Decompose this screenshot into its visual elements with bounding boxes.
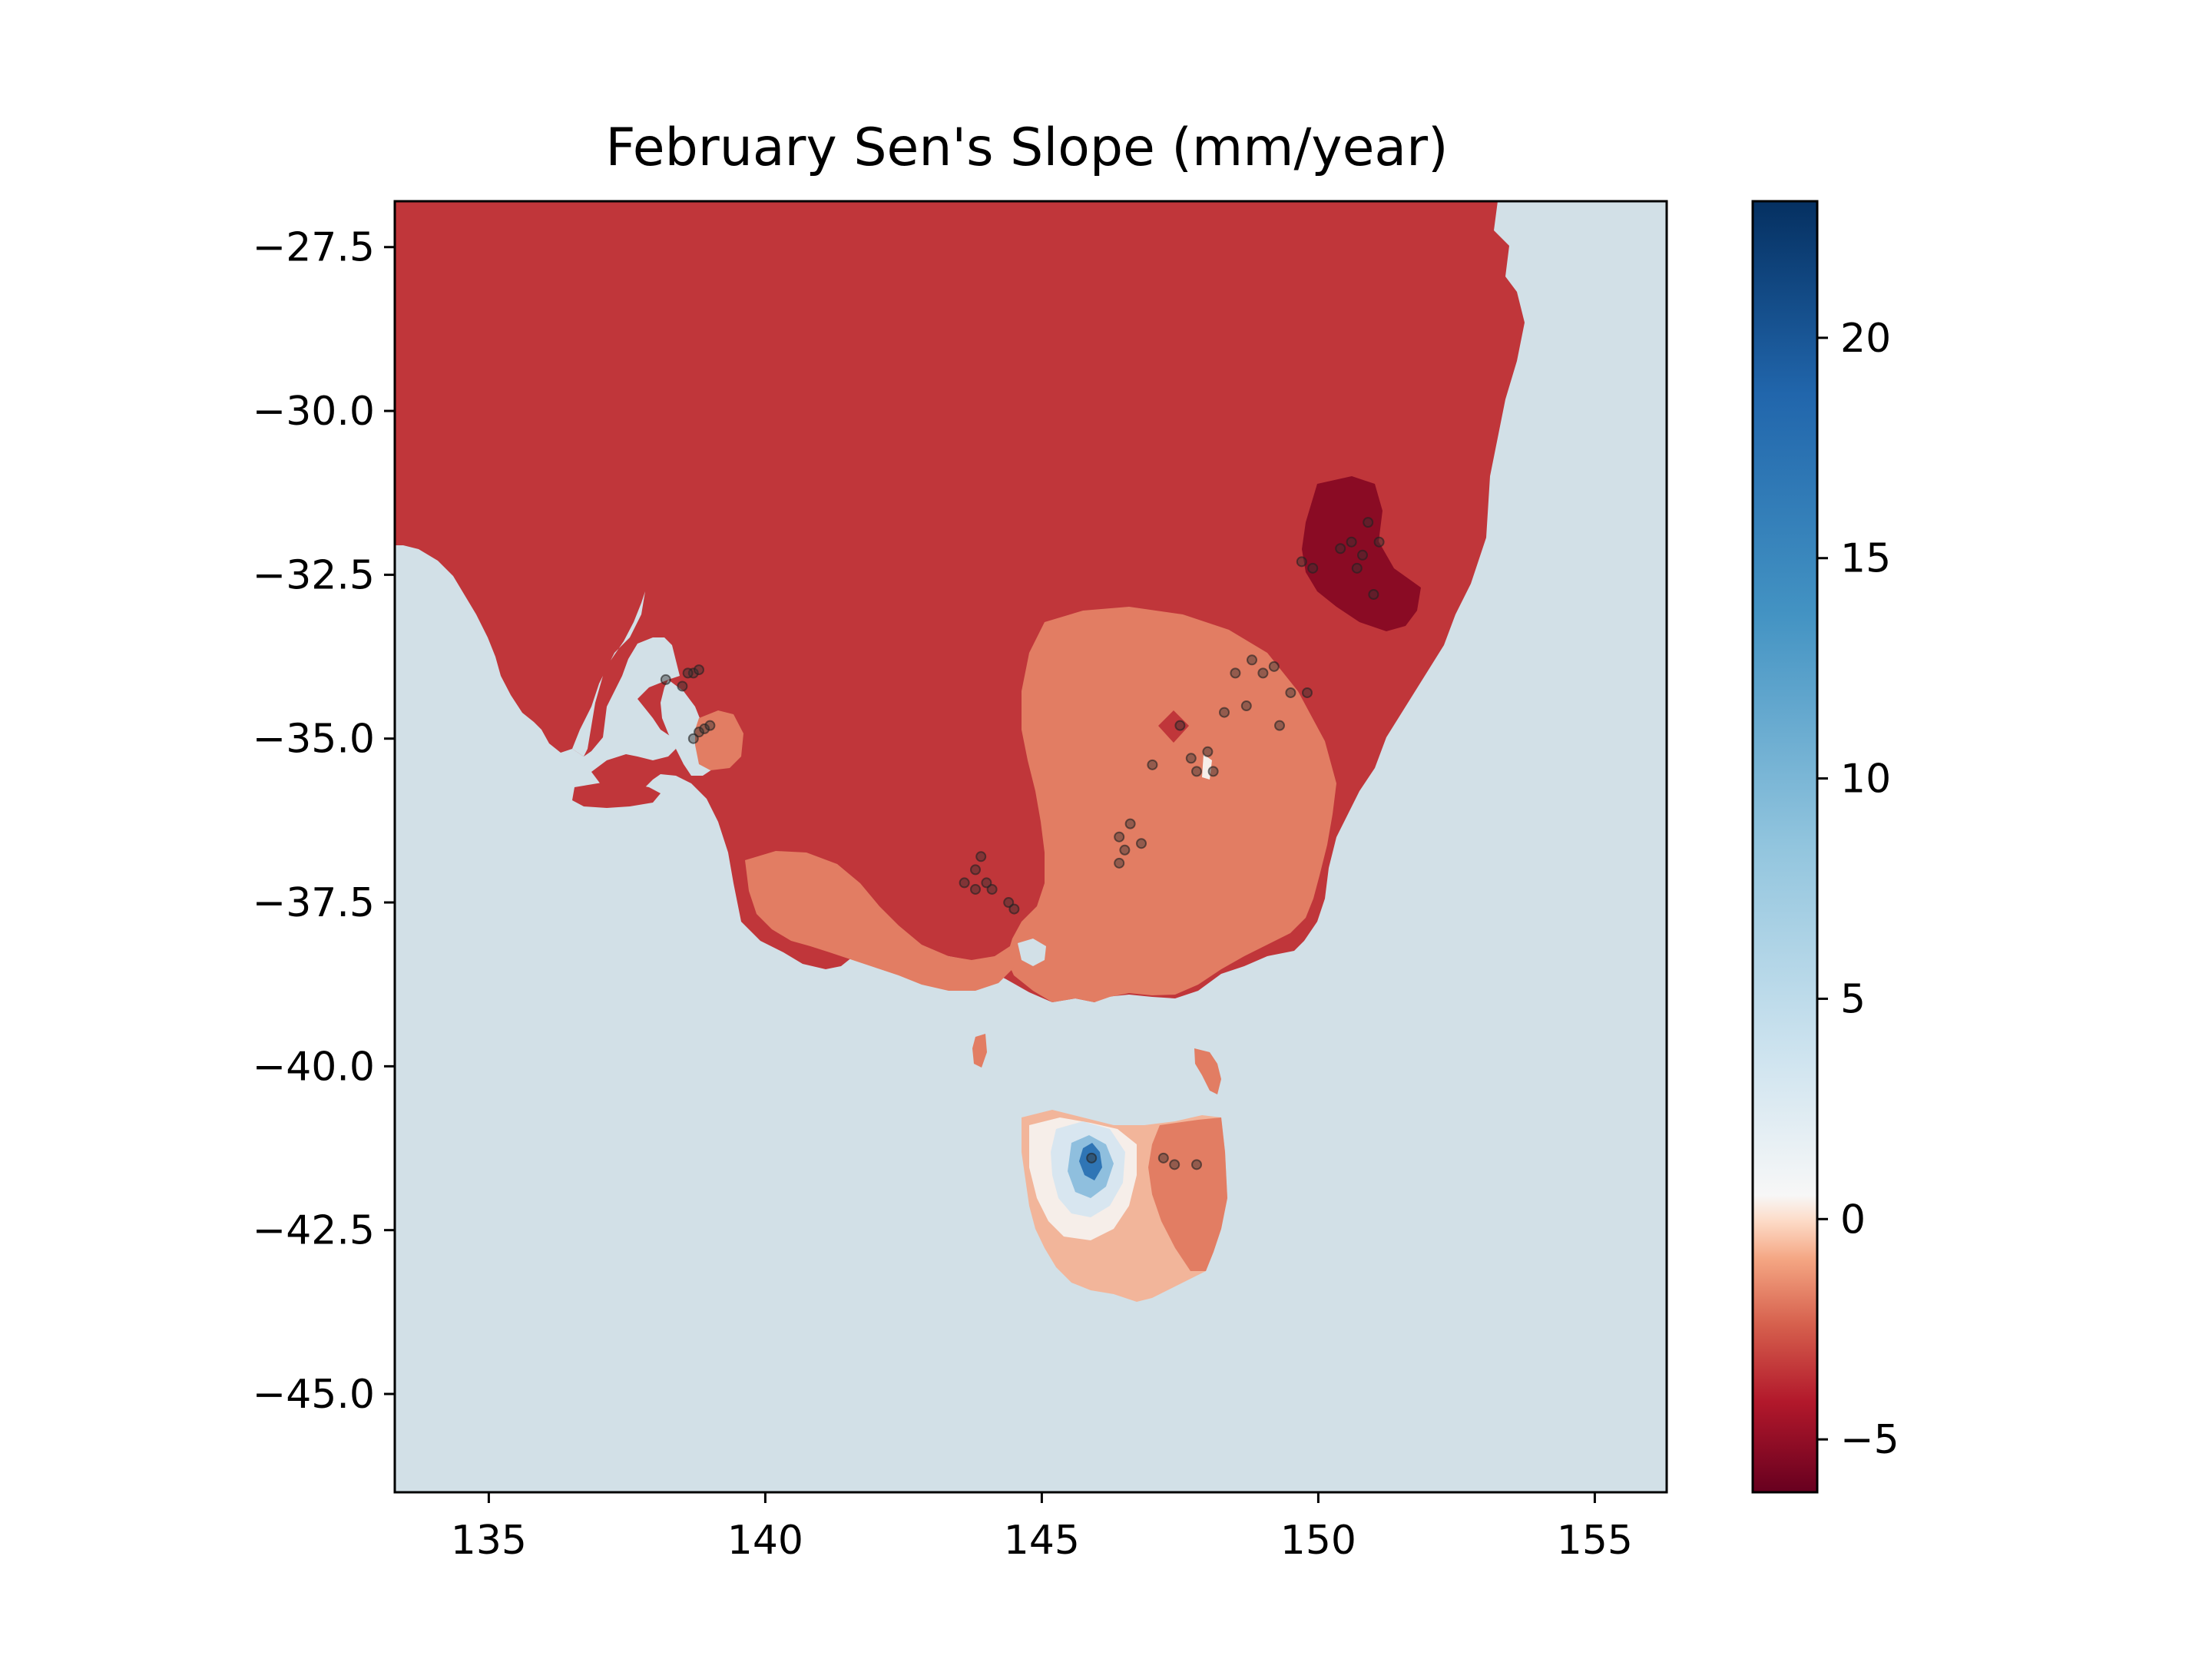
station-marker (981, 877, 992, 889)
strong-decrease-spot (1158, 710, 1189, 743)
station-marker (1169, 1159, 1181, 1170)
station-marker (1257, 667, 1269, 679)
station-marker (687, 733, 699, 744)
station-marker (959, 877, 970, 889)
station-marker (677, 680, 688, 692)
colorbar-tick-label: 10 (1840, 757, 1891, 803)
station-marker (682, 667, 694, 679)
plot-frame (393, 200, 1668, 1494)
station-marker (1114, 831, 1125, 843)
station-marker (1157, 1152, 1169, 1164)
station-marker (970, 883, 981, 895)
station-marker (1302, 687, 1313, 698)
king-island (972, 1034, 987, 1068)
station-marker (1268, 660, 1280, 672)
station-marker (1086, 1152, 1098, 1164)
y-tick-label: −32.5 (253, 552, 375, 598)
station-marker (1307, 562, 1319, 574)
station-marker (1357, 549, 1368, 561)
y-tick-label: −37.5 (253, 880, 375, 926)
station-marker (1119, 844, 1131, 856)
x-tick-label: 135 (451, 1518, 527, 1564)
very-strong-decrease-region-nsw (1302, 476, 1421, 631)
colorbar-tick-label: 5 (1840, 976, 1866, 1022)
station-marker (704, 720, 716, 731)
map-panel (395, 201, 1667, 1492)
colorbar-tick-label: 15 (1840, 536, 1891, 582)
station-marker (1114, 857, 1125, 869)
station-marker (1191, 1159, 1202, 1170)
station-marker (1008, 903, 1020, 915)
station-marker (1124, 818, 1136, 829)
station-marker (1351, 562, 1363, 574)
chart-title: February Sen's Slope (mm/year) (605, 118, 1448, 178)
station-marker (1373, 536, 1385, 548)
tasmania-increase-strong-zone (1079, 1143, 1102, 1180)
moderate-decrease-region-east (1006, 607, 1336, 1002)
colorbar-tick-label: −5 (1840, 1417, 1899, 1463)
station-marker (1247, 654, 1257, 666)
station-marker (1191, 766, 1202, 777)
y-tick-label: −35.0 (253, 717, 375, 763)
station-marker (1219, 707, 1230, 718)
station-markers (660, 517, 1385, 1170)
colorbar: −5 0 5 10 15 20 (1751, 200, 1899, 1494)
station-marker (970, 864, 981, 876)
station-marker (1363, 517, 1374, 528)
station-marker (1185, 753, 1197, 764)
y-tick-label: −27.5 (253, 225, 375, 271)
y-tick-label: −30.0 (253, 389, 375, 435)
station-marker (660, 674, 671, 685)
y-tick-label: −40.0 (253, 1044, 375, 1090)
colorbar-tick-label: 0 (1840, 1197, 1866, 1243)
station-marker (694, 664, 704, 676)
kangaroo-island (572, 782, 661, 808)
colorbar-gradient (1751, 200, 1819, 1494)
station-marker (1346, 536, 1357, 548)
station-marker (1274, 720, 1285, 731)
station-marker (1285, 687, 1296, 698)
station-marker (1240, 700, 1252, 712)
flinders-island (1194, 1048, 1221, 1094)
station-marker (975, 851, 987, 862)
y-tick-label: −42.5 (253, 1208, 375, 1254)
station-marker (1202, 746, 1214, 757)
station-marker (1136, 838, 1147, 849)
station-marker (1296, 556, 1307, 568)
station-marker (1335, 543, 1346, 555)
y-axis: −27.5 −30.0 −32.5 −35.0 −37.5 −40.0 −42.5 −45.0 (253, 225, 395, 1418)
station-marker (1147, 759, 1158, 770)
x-tick-label: 145 (1004, 1518, 1080, 1564)
station-marker (699, 723, 710, 734)
colorbar-tick-label: 20 (1840, 316, 1891, 362)
port-phillip-bay (1018, 939, 1046, 966)
moderate-decrease-region-west (745, 851, 1014, 991)
x-tick-label: 140 (727, 1518, 803, 1564)
colorbar-ticks: −5 0 5 10 15 20 (1817, 316, 1899, 1463)
station-marker (1207, 766, 1219, 777)
spencer-gulf (572, 591, 645, 757)
station-marker (1174, 720, 1186, 731)
y-tick-label: −45.0 (253, 1372, 375, 1418)
station-marker (1368, 588, 1379, 600)
station-marker (1230, 667, 1241, 679)
x-tick-label: 150 (1280, 1518, 1356, 1564)
x-axis: 135 140 145 150 155 (451, 1492, 1633, 1564)
x-tick-label: 155 (1557, 1518, 1633, 1564)
